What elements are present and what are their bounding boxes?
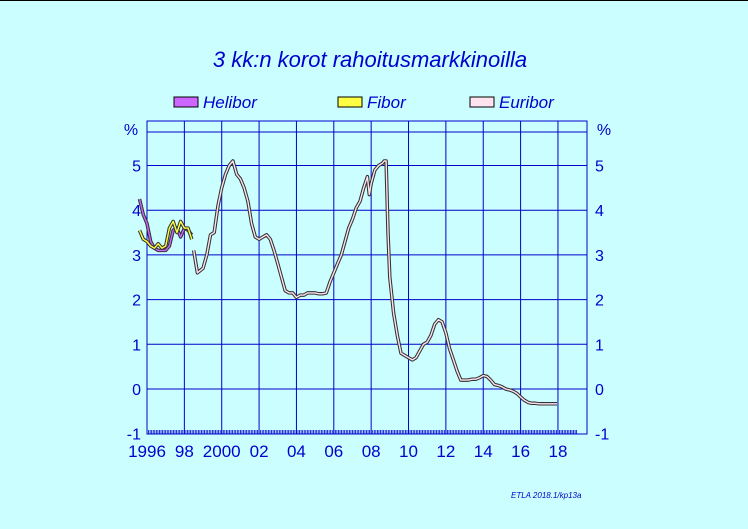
x-tick-label: 18 bbox=[548, 442, 567, 461]
x-tick-label: 98 bbox=[175, 442, 194, 461]
series-line-helibor bbox=[138, 198, 193, 252]
x-tick-label: 12 bbox=[436, 442, 455, 461]
legend-item-fibor: Fibor bbox=[337, 93, 407, 112]
chart-title: 3 kk:n korot rahoitusmarkkinoilla bbox=[213, 47, 527, 72]
series-line-fibor bbox=[138, 220, 193, 249]
legend-item-euribor: Euribor bbox=[469, 93, 555, 112]
y-tick-label-left: 1 bbox=[132, 337, 141, 354]
y-tick-label-left: 5 bbox=[132, 159, 141, 176]
x-axis: 1996 98 2000 02 04 06 08 10 12 14 16 18 bbox=[128, 442, 567, 461]
legend-swatch-fibor bbox=[337, 96, 363, 108]
legend: Helibor Fibor Euribor bbox=[173, 93, 555, 112]
y-tick-label-right: 1 bbox=[595, 337, 604, 354]
y-tick-label-right: 5 bbox=[595, 159, 604, 176]
x-tick-label: 14 bbox=[474, 442, 493, 461]
plot-area bbox=[146, 120, 588, 435]
legend-item-helibor: Helibor bbox=[173, 93, 258, 112]
y-tick-label-left: 2 bbox=[132, 293, 141, 310]
x-tick-label: 08 bbox=[362, 442, 381, 461]
x-tick-label: 16 bbox=[511, 442, 530, 461]
y-axis-right: -1 0 1 2 3 4 5% bbox=[595, 122, 611, 444]
legend-swatch-helibor bbox=[173, 96, 199, 108]
y-unit-label-right: % bbox=[597, 122, 611, 139]
y-tick-label-right: 2 bbox=[595, 293, 604, 310]
series-lines bbox=[137, 159, 557, 406]
x-tick-label: 10 bbox=[399, 442, 418, 461]
legend-swatch-euribor bbox=[469, 96, 495, 108]
legend-label-fibor: Fibor bbox=[367, 93, 407, 112]
y-axis-left: -1 0 1 2 3 4 5% bbox=[124, 122, 141, 444]
y-tick-label-left: 3 bbox=[132, 248, 141, 265]
y-tick-label-left: 4 bbox=[132, 203, 141, 220]
x-tick-label: 2000 bbox=[203, 442, 241, 461]
x-tick-label: 06 bbox=[324, 442, 343, 461]
y-tick-label-right: 0 bbox=[595, 382, 604, 399]
y-tick-label-left: -1 bbox=[127, 427, 141, 444]
series-line-euribor bbox=[193, 160, 557, 405]
y-tick-label-right: 4 bbox=[595, 203, 604, 220]
y-tick-label-right: 3 bbox=[595, 248, 604, 265]
x-tick-label: 02 bbox=[250, 442, 269, 461]
source-credit: ETLA 2018.1/kp13a bbox=[511, 491, 582, 500]
x-tick-label: 1996 bbox=[128, 442, 166, 461]
y-tick-label-right: -1 bbox=[595, 427, 609, 444]
y-unit-label-left: % bbox=[124, 122, 138, 139]
y-tick-label-left: 0 bbox=[132, 382, 141, 399]
legend-label-helibor: Helibor bbox=[203, 93, 258, 112]
x-tick-label: 04 bbox=[287, 442, 306, 461]
gridlines bbox=[146, 121, 587, 434]
legend-label-euribor: Euribor bbox=[499, 93, 555, 112]
